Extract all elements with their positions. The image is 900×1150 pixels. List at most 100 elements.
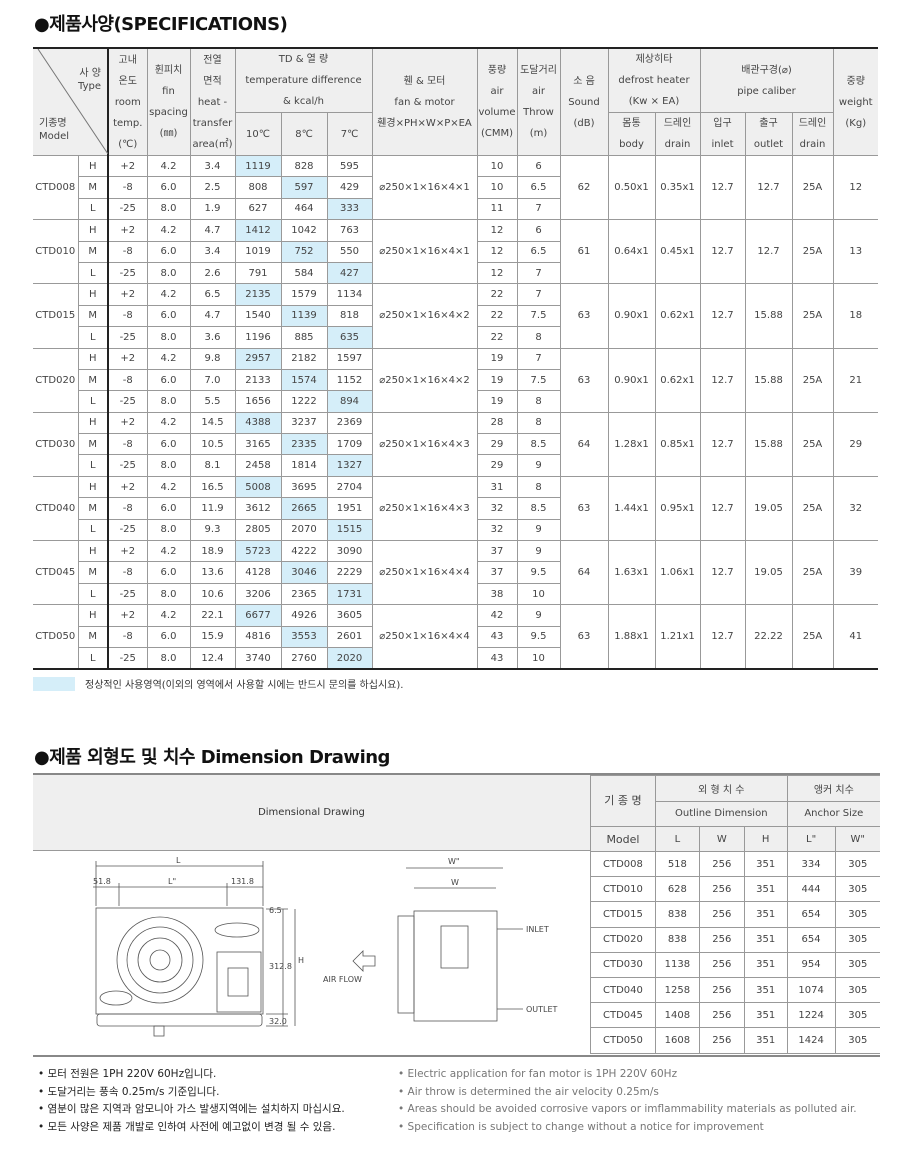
dimension-value: 1258 bbox=[654, 976, 700, 1004]
air-throw: 9 bbox=[516, 540, 561, 563]
air-volume: 32 bbox=[476, 518, 518, 542]
header-line: spacing bbox=[149, 107, 188, 118]
air-volume: 38 bbox=[476, 582, 518, 606]
label-W: W bbox=[451, 878, 459, 887]
dimension-value: 654 bbox=[786, 901, 836, 928]
pipe-col-header: 드레인 drain bbox=[791, 112, 833, 156]
fin-spacing: 6.0 bbox=[146, 497, 191, 520]
dimension-value: 838 bbox=[654, 901, 700, 928]
capacity: 2020 bbox=[326, 646, 373, 670]
model-name: CTD015 bbox=[590, 901, 656, 928]
air-throw: 9.5 bbox=[516, 561, 560, 584]
model-name: CTD008 bbox=[33, 154, 79, 221]
legend-swatch bbox=[33, 676, 75, 691]
room-temp: -25 bbox=[107, 582, 148, 606]
body: 0.90x1 bbox=[607, 347, 656, 413]
air-volume: 31 bbox=[476, 475, 518, 499]
body: 1.44x1 bbox=[607, 475, 656, 542]
header-line: air bbox=[531, 86, 546, 97]
defrost-col-header: 몸통 body bbox=[607, 112, 656, 156]
capacity: 2070 bbox=[280, 518, 328, 542]
header-line: 면적 bbox=[203, 75, 222, 87]
label-airflow: AIR FLOW bbox=[323, 975, 362, 984]
weight: 39 bbox=[832, 540, 878, 606]
level: L bbox=[78, 197, 109, 221]
dimension-value: 351 bbox=[743, 850, 788, 878]
capacity: 1222 bbox=[280, 390, 328, 413]
dimension-value: 1608 bbox=[654, 1027, 700, 1054]
room-temp: +2 bbox=[107, 540, 148, 563]
header-line: 도달거리 bbox=[520, 65, 557, 76]
header-line: 배관구경(⌀) bbox=[741, 64, 792, 76]
dimension-value: 1408 bbox=[654, 1002, 700, 1029]
fin-spacing: 4.2 bbox=[146, 604, 191, 627]
defrost-col-header: 드레인 drain bbox=[654, 112, 701, 156]
room-temp: -8 bbox=[107, 368, 148, 392]
capacity: 3740 bbox=[234, 646, 282, 670]
model-en-header: Model bbox=[590, 826, 656, 852]
dimension-value: 305 bbox=[834, 951, 880, 978]
dimension-value: 444 bbox=[786, 876, 836, 903]
defrost-header: 제상히타 defrost heater (Kw × EA) bbox=[607, 47, 701, 113]
heat-transfer-area: 11.9 bbox=[189, 497, 236, 520]
air-throw: 6 bbox=[516, 219, 561, 242]
dimension-value: 1424 bbox=[786, 1027, 836, 1054]
capacity: 1412 bbox=[234, 219, 282, 242]
air-throw: 8.5 bbox=[516, 433, 560, 456]
dimension-value: 1224 bbox=[786, 1002, 836, 1029]
room-temp: -8 bbox=[107, 561, 148, 584]
capacity: 3612 bbox=[234, 497, 282, 520]
table-row: M -8 6.0 11.9 3612 2665 1951 32 8.5 bbox=[33, 497, 878, 520]
capacity: 1709 bbox=[326, 433, 373, 456]
header-line: 출구 bbox=[759, 118, 778, 129]
table-row: L -25 8.0 3.6 1196 885 635 22 8 bbox=[33, 326, 878, 349]
room-temp: +2 bbox=[107, 475, 148, 499]
room-temp: +2 bbox=[107, 154, 148, 178]
air-throw: 6 bbox=[516, 154, 561, 178]
inlet: 12.7 bbox=[699, 540, 746, 606]
header-line: (㎜) bbox=[159, 128, 178, 139]
dimension-value: 838 bbox=[654, 926, 700, 953]
table-row: CTD020 838 256 351 654 305 bbox=[590, 926, 880, 953]
sound: 61 bbox=[559, 219, 609, 285]
pdrain: 25A bbox=[791, 347, 834, 413]
dimension-value: 256 bbox=[698, 901, 745, 928]
col-Lstar: L" bbox=[786, 826, 836, 852]
note: • Air throw is determined the air veloci… bbox=[398, 1085, 659, 1098]
level: M bbox=[78, 561, 109, 584]
header-line: drain bbox=[664, 139, 691, 150]
header-line: 온도 bbox=[118, 75, 137, 87]
header-line: Throw bbox=[523, 107, 554, 118]
body: 1.63x1 bbox=[607, 540, 656, 606]
air-volume: 43 bbox=[476, 625, 518, 648]
heat-transfer-area: 2.6 bbox=[189, 261, 236, 285]
table-row: CTD030 H +2 4.2 14.5 4388 3237 2369 ⌀250×1×16×4×… bbox=[33, 411, 878, 477]
capacity: 2601 bbox=[326, 625, 373, 648]
inlet: 12.7 bbox=[699, 347, 746, 413]
capacity: 2957 bbox=[234, 347, 282, 370]
capacity: 4816 bbox=[234, 625, 282, 648]
header-line: area(㎡) bbox=[192, 138, 233, 150]
capacity: 597 bbox=[280, 176, 328, 199]
capacity: 429 bbox=[326, 176, 373, 199]
capacity: 2229 bbox=[326, 561, 373, 584]
capacity: 1574 bbox=[280, 368, 328, 392]
level: L bbox=[78, 518, 109, 542]
model-name: CTD030 bbox=[590, 951, 656, 978]
legend-text: 정상적인 사용영역(이외의 영역에서 사용할 시에는 반드시 문의를 하십시요)… bbox=[85, 680, 404, 691]
col-W: W bbox=[698, 826, 745, 852]
air-volume: 10 bbox=[476, 176, 518, 199]
note: • 염분이 많은 지역과 암모니아 가스 발생지역에는 설치하지 마십시요. bbox=[38, 1103, 345, 1115]
sound: 63 bbox=[559, 604, 609, 670]
dimension-value: 954 bbox=[786, 951, 836, 978]
capacity: 1515 bbox=[326, 518, 373, 542]
header-line: body bbox=[619, 139, 644, 150]
capacity: 2369 bbox=[326, 411, 373, 435]
header-line: (Kg) bbox=[845, 117, 867, 129]
header-line: (CMM) bbox=[480, 128, 514, 139]
dimension-value: 305 bbox=[834, 876, 880, 903]
outlet: 19.05 bbox=[744, 540, 793, 606]
label-outlet: OUTLET bbox=[526, 1005, 558, 1014]
outlet: 12.7 bbox=[744, 219, 793, 285]
capacity: 2458 bbox=[234, 454, 282, 477]
